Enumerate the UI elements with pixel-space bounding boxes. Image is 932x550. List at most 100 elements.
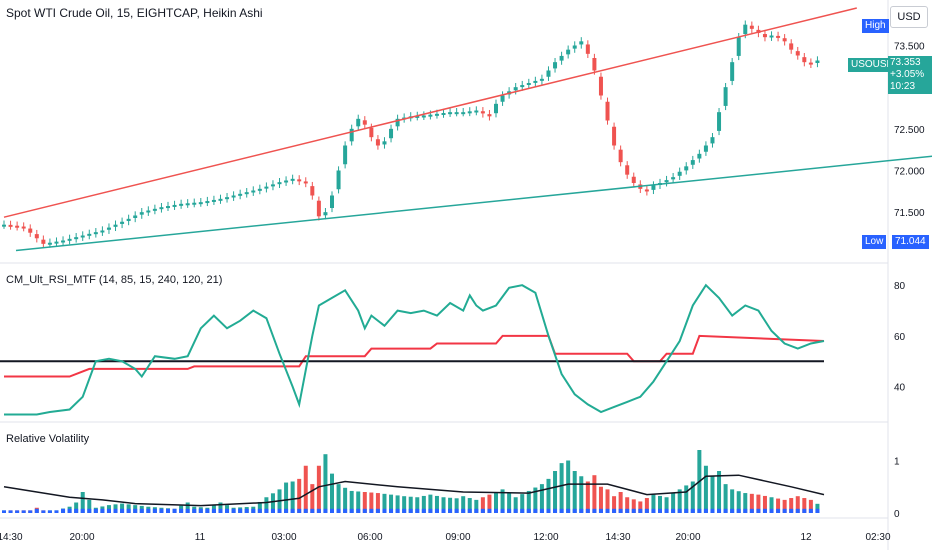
volatility-bar: [375, 493, 380, 513]
volatility-bar: [362, 492, 367, 513]
volatility-base-bar: [467, 508, 472, 513]
volatility-bar: [80, 492, 85, 513]
candle-body: [618, 149, 623, 163]
volatility-bar: [598, 486, 603, 513]
volatility-base-bar: [664, 508, 669, 513]
volatility-base-bar: [211, 508, 216, 513]
candle-body: [54, 241, 59, 244]
candle-body: [34, 234, 39, 239]
volatility-base-bar: [730, 508, 735, 513]
volatility-bar: [415, 497, 420, 513]
candle-body: [612, 126, 617, 146]
volatility-bar: [480, 497, 485, 513]
candle-body: [802, 57, 807, 63]
volatility-bar: [572, 471, 577, 513]
candle-body: [631, 176, 636, 183]
volatility-base-bar: [513, 508, 518, 513]
volatility-bar: [533, 487, 538, 513]
countdown: 10:23: [890, 81, 916, 92]
candle-body: [671, 177, 676, 180]
candle-body: [8, 224, 13, 227]
currency-button[interactable]: USD: [890, 6, 928, 28]
volatility-base-bar: [133, 508, 138, 513]
volatility-base-bar: [166, 508, 170, 513]
candle-body: [80, 235, 85, 238]
candle-body: [120, 221, 125, 224]
volatility-base-bar: [480, 508, 485, 513]
time-tick-label: 11: [195, 532, 206, 543]
last-price-tag: 73.353 +3.05% 10:23: [888, 56, 932, 94]
volatility-base-bar: [815, 508, 820, 513]
candle-body: [389, 128, 394, 139]
candle-body: [566, 49, 571, 55]
volatility-base-bar: [776, 508, 781, 513]
volatility-base-bar: [585, 508, 590, 513]
volatility-base-bar: [395, 508, 400, 513]
candle-body: [598, 76, 603, 96]
chart-title: Spot WTI Crude Oil, 15, EIGHTCAP, Heikin…: [6, 6, 263, 20]
volatility-base-bar: [356, 508, 361, 513]
candle-body: [546, 70, 551, 77]
volatility-bar: [87, 499, 92, 513]
volatility-bar: [487, 494, 492, 513]
candle-body: [336, 170, 341, 190]
volatility-bar: [553, 471, 558, 513]
time-tick-label: 20:00: [69, 532, 94, 543]
volatility-base-bar: [671, 508, 676, 513]
low-value-tag: 71.044: [892, 235, 929, 249]
volatility-base-bar: [343, 508, 348, 513]
volatility-bar: [474, 499, 479, 513]
volatility-bar: [185, 502, 190, 513]
candle-body: [769, 35, 774, 38]
candle-body: [238, 193, 243, 196]
volatility-bar: [434, 495, 439, 513]
volatility-base-bar: [41, 510, 46, 513]
time-tick-label: 14:30: [0, 532, 23, 543]
candle-body: [553, 62, 558, 69]
volatility-bar: [290, 481, 295, 513]
candle-body: [480, 111, 485, 114]
candle-body: [441, 113, 446, 115]
candle-body: [421, 115, 426, 118]
volatility-pane-title: Relative Volatility: [6, 433, 90, 445]
candle-body: [743, 24, 748, 35]
volatility-base-bar: [15, 510, 20, 513]
volatility-bar: [264, 497, 269, 513]
volatility-bar: [795, 496, 800, 513]
rsi-pane-title: CM_Ult_RSI_MTF (14, 85, 15, 240, 120, 21…: [6, 274, 223, 286]
volatility-bar: [74, 502, 79, 513]
volatility-base-bar: [756, 508, 761, 513]
volatility-base-bar: [113, 508, 118, 513]
volatility-bar: [717, 471, 722, 513]
volatility-base-bar: [87, 508, 92, 513]
candle-body: [651, 185, 656, 190]
volatility-base-bar: [461, 508, 466, 513]
volatility-base-bar: [625, 508, 630, 513]
volatility-base-bar: [270, 508, 275, 513]
low-tag: Low: [862, 235, 887, 249]
volatility-base-bar: [290, 508, 295, 513]
volatility-base-bar: [80, 508, 85, 513]
candle-body: [277, 182, 282, 185]
volatility-bar: [808, 499, 813, 513]
volatility-base-bar: [47, 510, 52, 513]
volatility-base-bar: [638, 508, 643, 513]
volatility-base-bar: [28, 510, 33, 513]
candle-body: [349, 128, 354, 142]
volatility-base-bar: [159, 508, 164, 513]
volatility-base-bar: [2, 510, 6, 513]
volatility-base-bar: [402, 508, 407, 513]
volatility-bar: [776, 498, 781, 513]
candle-body: [74, 237, 79, 240]
candle-body: [494, 103, 498, 114]
volatility-base-bar: [238, 508, 243, 513]
high-tag: High: [862, 19, 889, 33]
candle-body: [526, 83, 531, 85]
time-tick-label: 12: [800, 532, 812, 543]
rsi-tick-label: 40: [894, 383, 906, 394]
volatility-bar: [789, 498, 794, 513]
volatility-base-bar: [100, 508, 105, 513]
candle-body: [730, 62, 735, 81]
volatility-bar: [690, 481, 695, 513]
